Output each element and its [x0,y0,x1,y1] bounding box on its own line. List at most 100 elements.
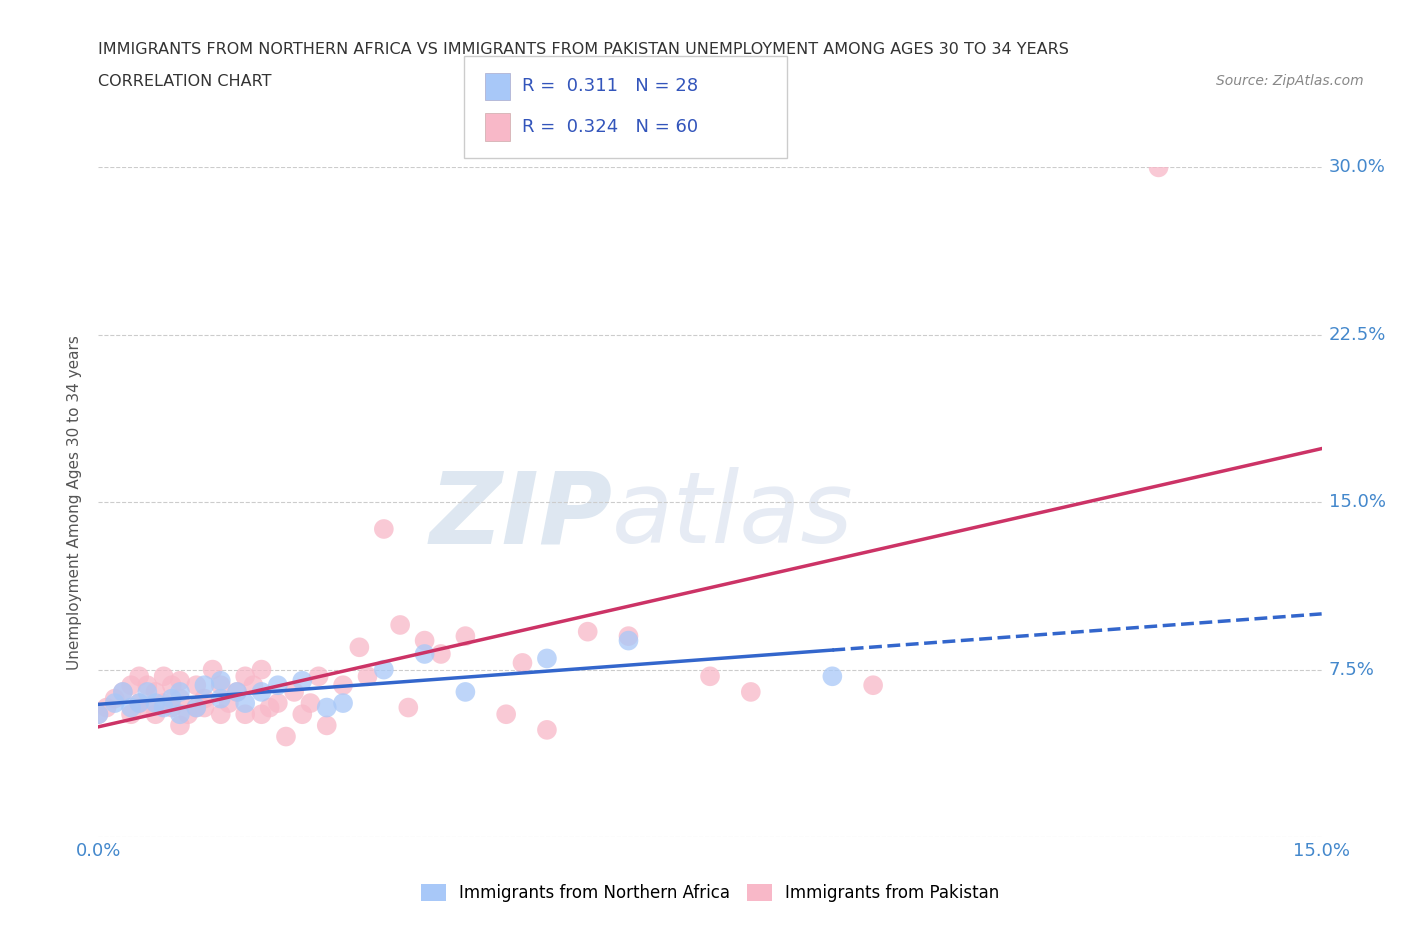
Y-axis label: Unemployment Among Ages 30 to 34 years: Unemployment Among Ages 30 to 34 years [67,335,83,670]
Text: R =  0.311   N = 28: R = 0.311 N = 28 [522,77,697,96]
Point [454,629,477,644]
Point [104,696,127,711]
Point [389,618,412,632]
Point [201,662,224,677]
Point [136,678,159,693]
Point [291,673,314,688]
Point [332,696,354,711]
Text: IMMIGRANTS FROM NORTHERN AFRICA VS IMMIGRANTS FROM PAKISTAN UNEMPLOYMENT AMONG A: IMMIGRANTS FROM NORTHERN AFRICA VS IMMIG… [98,42,1070,57]
Point [740,684,762,699]
Point [145,684,167,699]
Text: 22.5%: 22.5% [1329,326,1386,344]
Point [373,522,395,537]
Text: Source: ZipAtlas.com: Source: ZipAtlas.com [1216,74,1364,88]
Point [169,718,191,733]
Point [430,646,453,661]
Point [308,669,330,684]
Text: R =  0.324   N = 60: R = 0.324 N = 60 [522,118,697,137]
Point [699,669,721,684]
Point [242,678,264,693]
Point [349,640,371,655]
Point [291,707,314,722]
Point [87,707,110,722]
Point [193,700,215,715]
Point [169,691,191,706]
Text: 30.0%: 30.0% [1329,158,1385,177]
Point [209,691,232,706]
Legend: Immigrants from Northern Africa, Immigrants from Pakistan: Immigrants from Northern Africa, Immigra… [415,878,1005,909]
Point [136,684,159,699]
Point [128,696,150,711]
Text: 15.0%: 15.0% [1329,493,1386,512]
Point [250,662,273,677]
Point [617,633,640,648]
Point [250,684,273,699]
Point [396,700,419,715]
Text: atlas: atlas [612,467,853,565]
Point [576,624,599,639]
Point [186,678,208,693]
Point [332,678,354,693]
Point [96,700,118,715]
Point [233,669,256,684]
Text: 7.5%: 7.5% [1329,660,1375,679]
Point [299,696,322,711]
Point [250,707,273,722]
Point [1147,160,1170,175]
Point [315,700,337,715]
Point [862,678,884,693]
Point [413,646,436,661]
Point [356,669,378,684]
Point [274,729,297,744]
Point [120,678,142,693]
Point [120,700,142,715]
Point [193,691,215,706]
Point [512,656,534,671]
Point [152,700,174,715]
Point [233,696,256,711]
Point [145,696,167,711]
Point [233,707,256,722]
Point [259,700,281,715]
Point [495,707,517,722]
Point [315,718,337,733]
Point [186,700,208,715]
Point [104,691,127,706]
Text: CORRELATION CHART: CORRELATION CHART [98,74,271,89]
Point [267,678,290,693]
Point [536,723,558,737]
Point [193,678,215,693]
Point [186,700,208,715]
Point [218,696,240,711]
Point [226,684,249,699]
Point [152,696,174,711]
Point [152,669,174,684]
Point [160,678,183,693]
Point [128,696,150,711]
Point [283,684,305,699]
Point [454,684,477,699]
Point [209,678,232,693]
Point [536,651,558,666]
Text: ZIP: ZIP [429,467,612,565]
Point [617,629,640,644]
Point [111,684,134,699]
Point [111,684,134,699]
Point [413,633,436,648]
Point [120,707,142,722]
Point [169,673,191,688]
Point [209,673,232,688]
Point [267,696,290,711]
Point [177,707,200,722]
Point [169,707,191,722]
Point [373,662,395,677]
Point [87,707,110,722]
Point [145,707,167,722]
Point [160,691,183,706]
Point [136,700,159,715]
Point [169,684,191,699]
Point [160,700,183,715]
Point [821,669,844,684]
Point [209,707,232,722]
Point [226,684,249,699]
